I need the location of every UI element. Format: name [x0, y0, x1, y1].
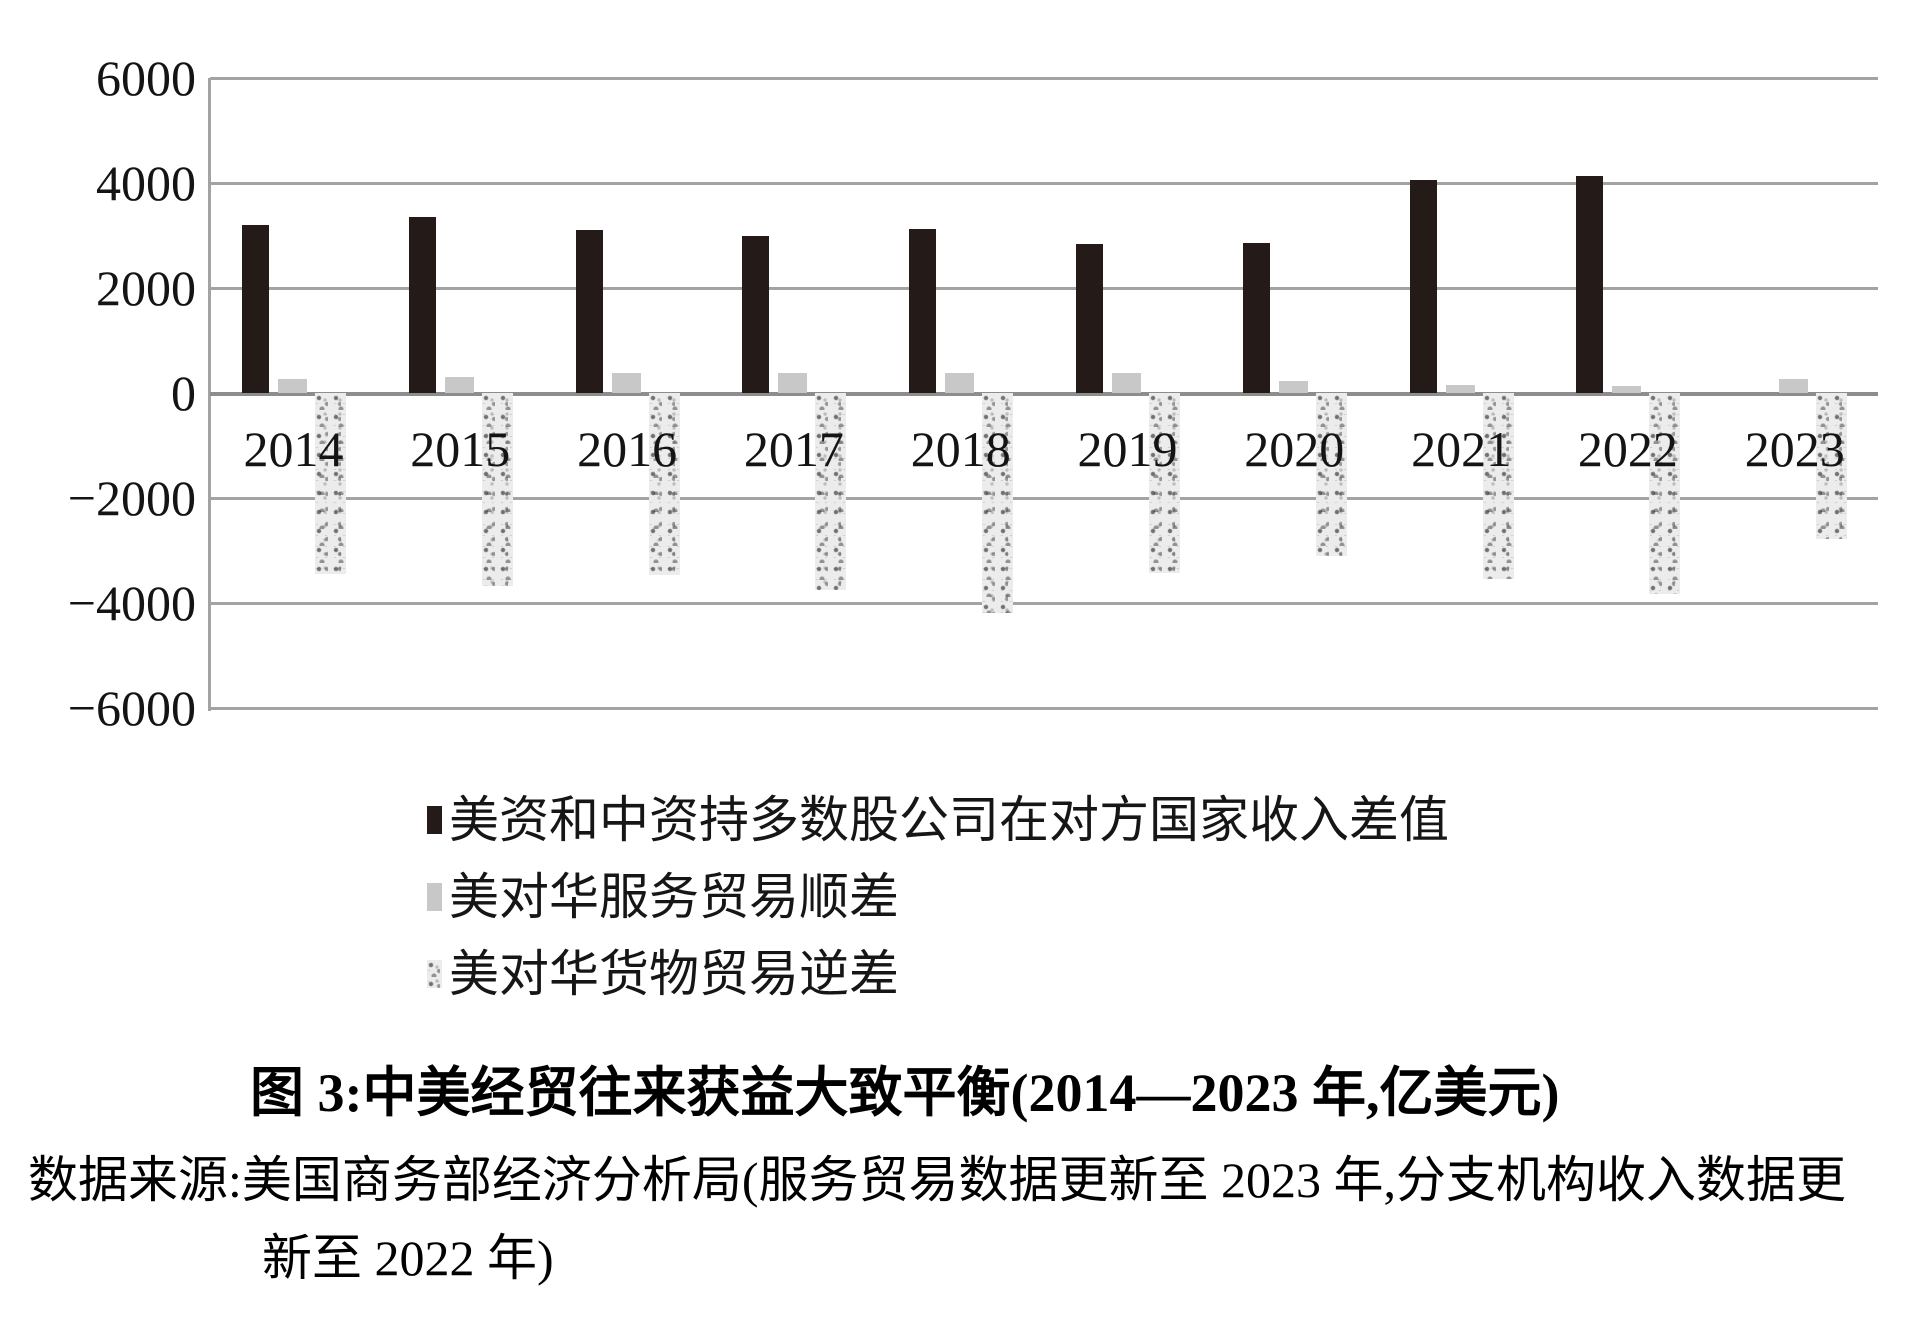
bar-series3-2017 — [815, 393, 847, 590]
bar-series3-2023 — [1816, 393, 1848, 540]
legend-swatch-icon — [427, 882, 442, 911]
gridline — [210, 707, 1878, 710]
gridline — [210, 182, 1878, 185]
bar-series3-2018 — [982, 393, 1014, 613]
gridline — [210, 287, 1878, 290]
legend-item: 美资和中资持多数股公司在对方国家收入差值 — [427, 781, 1449, 858]
bar-series1-2020 — [1242, 243, 1270, 393]
y-axis-tick-label: 4000 — [96, 155, 196, 211]
bar-series2-2018 — [945, 372, 975, 393]
y-axis-tick-label: −6000 — [67, 680, 196, 736]
legend-label: 美对华服务贸易顺差 — [449, 868, 899, 925]
legend-label: 美资和中资持多数股公司在对方国家收入差值 — [449, 791, 1449, 848]
legend-label: 美对华货物贸易逆差 — [449, 945, 899, 1002]
bar-series2-2019 — [1112, 373, 1141, 393]
chart-plot-area: 2014 2015 2016 2017 2018 2019 2020 2021 2022 2023 — [208, 77, 1878, 711]
legend-item: 美对华服务贸易顺差 — [427, 858, 1449, 935]
chart-legend: 美资和中资持多数股公司在对方国家收入差值 美对华服务贸易顺差 美对华货物贸易逆差 — [427, 781, 1449, 1012]
y-axis-tick-label: 6000 — [96, 50, 196, 106]
x-axis-year-label: 2016 — [577, 421, 678, 477]
bar-series2-2015 — [444, 377, 474, 393]
x-axis-year-label: 2018 — [910, 421, 1011, 477]
bar-series1-2019 — [1076, 244, 1103, 393]
bar-series3-2020 — [1315, 393, 1347, 556]
bar-series2-2021 — [1445, 384, 1475, 393]
gridline — [210, 602, 1878, 605]
y-axis-tick-label: 0 — [171, 365, 196, 421]
legend-swatch-icon — [427, 805, 442, 834]
bar-series3-2021 — [1482, 393, 1514, 580]
x-axis-year-label: 2014 — [243, 421, 344, 477]
bar-series1-2018 — [909, 229, 937, 393]
x-axis-year-label: 2017 — [743, 421, 844, 477]
figure-source-line2: 新至 2022 年) — [262, 1230, 554, 1286]
figure-source-line1: 数据来源:美国商务部经济分析局(服务贸易数据更新至 2023 年,分支机构收入数… — [28, 1152, 1847, 1208]
bar-series1-2021 — [1409, 179, 1437, 393]
gridline — [210, 497, 1878, 500]
bar-series3-2019 — [1149, 393, 1180, 573]
bar-series3-2015 — [481, 393, 513, 586]
y-axis-tick-label: −2000 — [67, 470, 196, 526]
bar-series1-2014 — [242, 225, 269, 393]
gridline-zero — [210, 392, 1878, 396]
x-axis-year-label: 2019 — [1077, 421, 1178, 477]
bar-series3-2014 — [315, 393, 346, 575]
x-axis-year-label: 2023 — [1744, 421, 1845, 477]
bar-series3-2022 — [1649, 393, 1681, 594]
bar-series2-2022 — [1612, 386, 1642, 393]
bar-series2-2016 — [611, 373, 641, 393]
figure-title: 图 3:中美经贸往来获益大致平衡(2014—2023 年,亿美元) — [250, 1063, 1560, 1123]
legend-item: 美对华货物贸易逆差 — [427, 935, 1449, 1012]
bar-series2-2023 — [1779, 379, 1809, 393]
bar-series2-2017 — [778, 372, 808, 393]
bar-series1-2022 — [1576, 176, 1604, 393]
bar-series1-2017 — [742, 235, 770, 393]
y-axis-tick-label: −4000 — [67, 575, 196, 631]
x-axis-year-label: 2020 — [1244, 421, 1345, 477]
bar-series2-2020 — [1278, 380, 1308, 393]
bar-series2-2014 — [278, 378, 307, 393]
bar-series1-2016 — [575, 230, 603, 393]
legend-swatch-icon — [427, 959, 442, 988]
x-axis-year-label: 2022 — [1577, 421, 1678, 477]
x-axis-year-label: 2021 — [1411, 421, 1512, 477]
y-axis-line — [208, 78, 211, 711]
y-axis-tick-label: 2000 — [96, 260, 196, 316]
bar-series1-2015 — [408, 217, 436, 393]
x-axis-year-label: 2015 — [410, 421, 511, 477]
bar-series3-2016 — [648, 393, 680, 576]
gridline — [210, 77, 1878, 80]
